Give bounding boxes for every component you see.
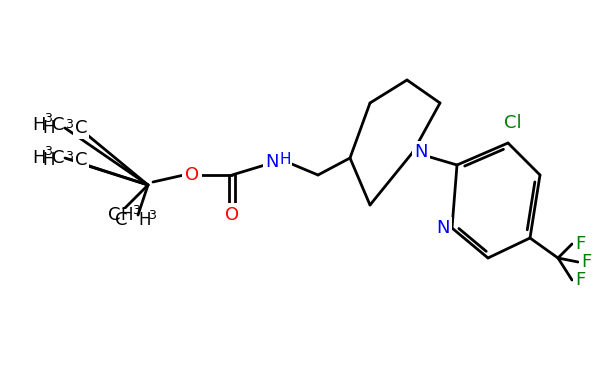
Text: C: C bbox=[75, 151, 88, 169]
Text: 3: 3 bbox=[132, 204, 140, 217]
Text: N: N bbox=[265, 153, 279, 171]
Text: 3: 3 bbox=[148, 209, 156, 222]
Text: C: C bbox=[75, 119, 88, 137]
Text: 3: 3 bbox=[44, 112, 52, 125]
Text: H: H bbox=[280, 153, 291, 168]
Text: H: H bbox=[42, 151, 55, 169]
Text: C: C bbox=[52, 149, 65, 167]
Text: H: H bbox=[32, 149, 45, 167]
Text: O: O bbox=[225, 206, 239, 224]
Text: O: O bbox=[185, 166, 199, 184]
Text: Cl: Cl bbox=[504, 114, 522, 132]
Text: F: F bbox=[581, 253, 591, 271]
Text: C: C bbox=[116, 211, 128, 229]
Text: N: N bbox=[414, 143, 428, 161]
Text: C: C bbox=[52, 116, 65, 134]
Text: 3: 3 bbox=[65, 150, 73, 163]
Text: F: F bbox=[575, 235, 585, 253]
Text: 3: 3 bbox=[44, 145, 52, 158]
Text: C: C bbox=[108, 206, 120, 224]
Text: H: H bbox=[120, 206, 132, 224]
Text: H: H bbox=[42, 119, 55, 137]
Text: N: N bbox=[436, 219, 450, 237]
Text: H: H bbox=[32, 116, 45, 134]
Text: 3: 3 bbox=[65, 118, 73, 131]
Text: H: H bbox=[138, 211, 151, 229]
Text: F: F bbox=[575, 271, 585, 289]
